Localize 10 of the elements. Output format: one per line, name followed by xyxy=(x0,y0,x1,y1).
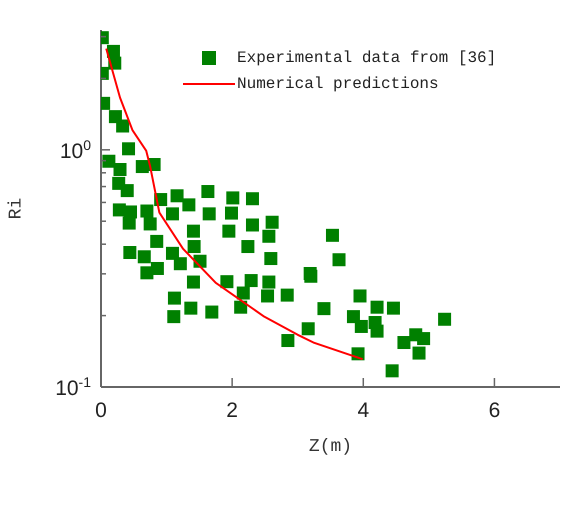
x-tick-label: 4 xyxy=(357,399,370,422)
y-tick-label: 10$^{-1}$ xyxy=(55,374,92,400)
x-tick-label: 2 xyxy=(226,399,238,422)
y-tick-label: 10$^{0}$ xyxy=(60,136,92,163)
x-tick-label: 0 xyxy=(95,399,107,422)
legend-label: Experimental data from [36] xyxy=(237,48,496,69)
legend-label: Numerical predictions xyxy=(237,74,439,95)
x-tick-label: 6 xyxy=(488,399,500,422)
x-axis-title: Z(m) xyxy=(308,437,352,457)
y-axis-title: Ri xyxy=(6,198,26,220)
